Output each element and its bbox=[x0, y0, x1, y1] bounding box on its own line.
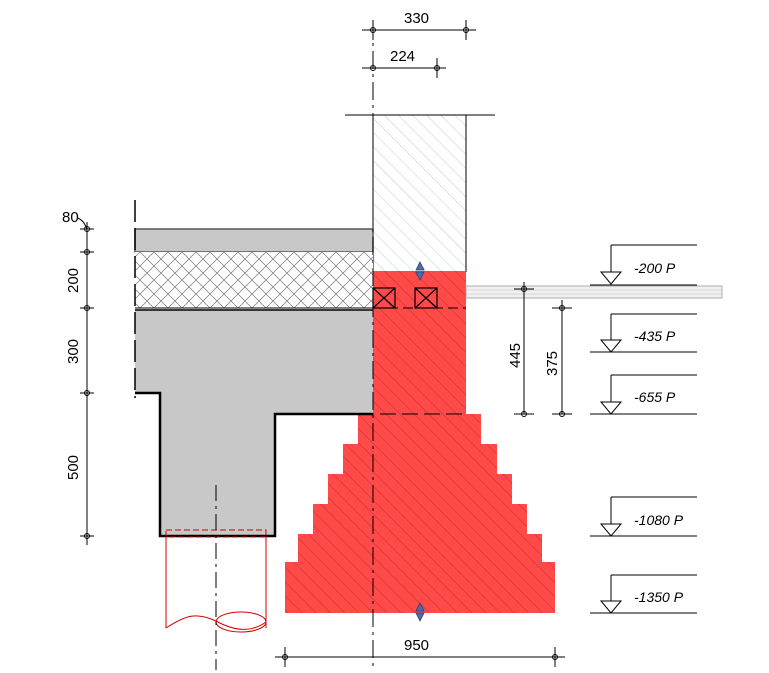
dim-bottom-950: 950 bbox=[275, 637, 565, 667]
insulation-layer bbox=[135, 252, 373, 309]
level-marker-2: -435 P bbox=[590, 313, 697, 353]
dim-330-label: 330 bbox=[404, 10, 429, 27]
dim-500-label: 500 bbox=[65, 455, 82, 480]
level-label: -200 P bbox=[634, 260, 676, 276]
ground-line bbox=[465, 285, 723, 299]
wall-above bbox=[345, 114, 495, 272]
level-label: -435 P bbox=[634, 328, 676, 344]
dim-top-224: 224 bbox=[362, 48, 446, 78]
level-label: -1080 P bbox=[634, 512, 684, 528]
dim-200-label: 200 bbox=[65, 268, 82, 293]
pile bbox=[165, 485, 267, 670]
dim-445-label: 445 bbox=[507, 343, 524, 368]
dim-80-label: 80 bbox=[62, 209, 79, 226]
dim-right-375: 375 bbox=[544, 300, 572, 417]
dim-224-label: 224 bbox=[390, 48, 415, 65]
level-marker-3: -655 P bbox=[590, 374, 697, 415]
level-marker-5: -1350 P bbox=[590, 574, 697, 614]
connector-symbols bbox=[372, 287, 466, 309]
dim-375-label: 375 bbox=[544, 351, 561, 376]
level-marker-1: -200 P bbox=[590, 244, 697, 286]
grip-handle-bottom[interactable] bbox=[415, 602, 425, 622]
dim-300-label: 300 bbox=[65, 339, 82, 364]
dim-left-chain: 80 200 300 500 bbox=[62, 209, 94, 545]
grip-handle-top[interactable] bbox=[415, 261, 425, 281]
level-label: -1350 P bbox=[634, 589, 684, 605]
stepped-footing bbox=[285, 271, 555, 613]
dim-950-label: 950 bbox=[404, 637, 429, 654]
slab-and-beam bbox=[134, 200, 373, 538]
dim-top-330: 330 bbox=[362, 10, 476, 40]
level-marker-4: -1080 P bbox=[590, 496, 697, 537]
level-label: -655 P bbox=[634, 389, 676, 405]
floor-top-layer bbox=[134, 228, 374, 253]
dim-right-445: 445 bbox=[507, 282, 534, 417]
